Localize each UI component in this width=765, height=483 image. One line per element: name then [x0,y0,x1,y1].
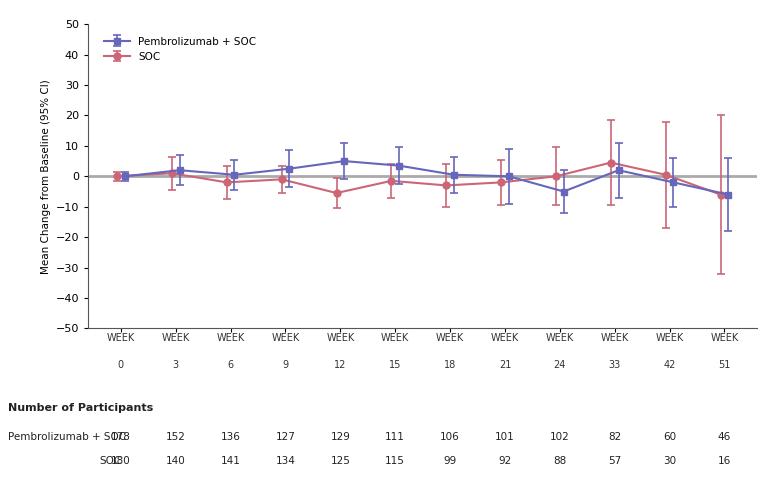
Text: 134: 134 [275,456,295,467]
Text: 42: 42 [663,360,675,370]
Text: 6: 6 [227,360,233,370]
Text: WEEK: WEEK [161,333,190,343]
Text: WEEK: WEEK [216,333,245,343]
Text: 101: 101 [495,432,515,442]
Text: 111: 111 [386,432,405,442]
Text: 46: 46 [718,432,731,442]
Text: 30: 30 [663,456,676,467]
Text: 152: 152 [166,432,186,442]
Text: WEEK: WEEK [272,333,300,343]
Text: 12: 12 [334,360,347,370]
Text: 18: 18 [444,360,456,370]
Text: WEEK: WEEK [491,333,519,343]
Text: 16: 16 [718,456,731,467]
Text: 115: 115 [386,456,405,467]
Text: 21: 21 [499,360,511,370]
Text: WEEK: WEEK [107,333,135,343]
Text: 82: 82 [608,432,621,442]
Text: 60: 60 [663,432,676,442]
Text: 51: 51 [718,360,731,370]
Text: Pembrolizumab + SOC: Pembrolizumab + SOC [8,432,125,442]
Text: WEEK: WEEK [326,333,354,343]
Text: 178: 178 [111,432,131,442]
Text: 125: 125 [330,456,350,467]
Text: Number of Participants: Number of Participants [8,403,153,413]
Text: 15: 15 [389,360,402,370]
Legend: Pembrolizumab + SOC, SOC: Pembrolizumab + SOC, SOC [100,32,261,66]
Text: 102: 102 [550,432,570,442]
Text: WEEK: WEEK [601,333,629,343]
Text: 180: 180 [111,456,131,467]
Text: 3: 3 [173,360,179,370]
Text: 140: 140 [166,456,186,467]
Text: 99: 99 [444,456,457,467]
Text: 24: 24 [554,360,566,370]
Y-axis label: Mean Change from Baseline (95% CI): Mean Change from Baseline (95% CI) [41,79,51,274]
Text: 136: 136 [220,432,240,442]
Text: SOC: SOC [99,456,122,467]
Text: 9: 9 [282,360,288,370]
Text: 33: 33 [609,360,621,370]
Text: 141: 141 [220,456,240,467]
Text: 106: 106 [440,432,460,442]
Text: 88: 88 [553,456,566,467]
Text: WEEK: WEEK [381,333,409,343]
Text: 127: 127 [275,432,295,442]
Text: WEEK: WEEK [656,333,684,343]
Text: WEEK: WEEK [711,333,738,343]
Text: 92: 92 [498,456,512,467]
Text: 129: 129 [330,432,350,442]
Text: WEEK: WEEK [545,333,574,343]
Text: 0: 0 [118,360,124,370]
Text: 57: 57 [608,456,621,467]
Text: WEEK: WEEK [436,333,464,343]
